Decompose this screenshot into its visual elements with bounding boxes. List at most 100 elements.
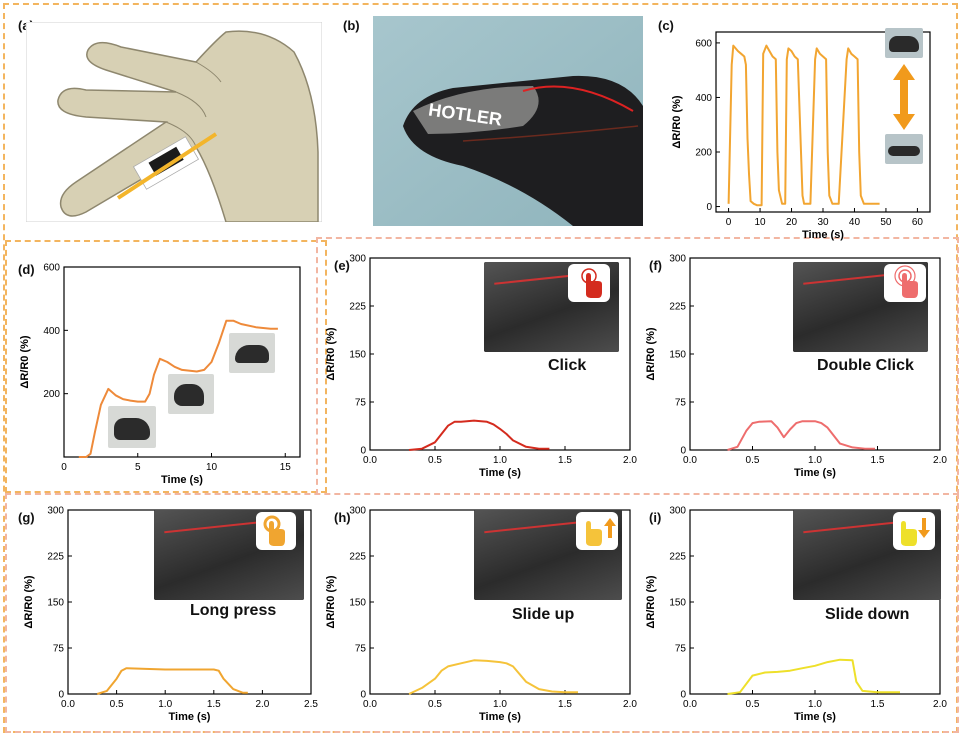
x-tick-label: 30 — [817, 217, 829, 228]
double-arrow-icon — [893, 64, 915, 130]
y-tick-label: 225 — [349, 302, 366, 313]
x-tick-label: 10 — [754, 217, 766, 228]
panel-label-i: (i) — [649, 510, 662, 525]
x-axis-label: Time (s) — [479, 711, 521, 723]
x-tick-label: 1.5 — [558, 699, 572, 710]
y-tick-label: 150 — [349, 598, 366, 609]
y-axis-label: ΔR/R0 (%) — [671, 95, 683, 148]
inset-c-straight-finger — [885, 134, 923, 164]
x-tick-label: 0.5 — [428, 455, 442, 466]
y-tick-label: 150 — [47, 598, 64, 609]
long-press-hand-icon — [256, 512, 296, 550]
gesture-label-e: Click — [548, 357, 587, 374]
y-tick-label: 200 — [695, 148, 712, 159]
x-tick-label: 60 — [912, 217, 924, 228]
gesture-label-i: Slide down — [825, 606, 910, 623]
panel-label-b: (b) — [343, 18, 360, 33]
chart-d: 0 5 10 15 200 400 600 Time (s) ΔR/R0 (%) — [19, 263, 301, 486]
y-tick-label: 0 — [58, 690, 64, 701]
gesture-label-f: Double Click — [817, 357, 914, 374]
hand-illustration — [26, 22, 322, 222]
y-tick-label: 75 — [53, 644, 65, 655]
panel-label-d: (d) — [18, 262, 35, 277]
y-axis-label: ΔR/R0 (%) — [325, 327, 337, 380]
x-tick-label: 15 — [280, 462, 292, 473]
y-tick-label: 225 — [669, 552, 686, 563]
y-tick-label: 300 — [669, 506, 686, 517]
plot-frame — [63, 266, 301, 458]
panel-label-e: (e) — [334, 258, 350, 273]
x-axis-label: Time (s) — [794, 711, 836, 723]
x-axis-label: Time (s) — [479, 467, 521, 479]
data-series-line — [96, 667, 248, 695]
data-series-line — [78, 319, 278, 458]
frame-e-to-i — [316, 237, 959, 495]
x-tick-label: 1.5 — [871, 699, 885, 710]
x-tick-label: 2.5 — [304, 699, 318, 710]
x-tick-label: 0.5 — [110, 699, 124, 710]
chart-f: 0.0 0.5 1.0 1.5 2.0 0 75 150 225 300 Time (s) ΔR/R0… — [645, 254, 947, 480]
data-series-line — [727, 44, 880, 207]
y-tick-label: 150 — [669, 598, 686, 609]
frame-g-h-i — [5, 493, 959, 733]
y-tick-label: 300 — [349, 254, 366, 265]
x-tick-label: 10 — [206, 462, 218, 473]
x-tick-label: 0.5 — [746, 699, 760, 710]
inset-d-3 — [229, 333, 275, 373]
x-tick-label: 1.0 — [808, 455, 822, 466]
y-tick-label: 0 — [360, 446, 366, 457]
x-tick-label: 0.5 — [428, 699, 442, 710]
panel-label-g: (g) — [18, 510, 35, 525]
x-axis-label: Time (s) — [169, 711, 211, 723]
x-tick-label: 1.0 — [493, 455, 507, 466]
y-tick-label: 225 — [349, 552, 366, 563]
panel-label-f: (f) — [649, 258, 662, 273]
gesture-label-g: Long press — [190, 602, 277, 619]
x-tick-label: 0 — [61, 462, 67, 473]
x-tick-label: 1.0 — [493, 699, 507, 710]
x-tick-label: 0.0 — [683, 455, 697, 466]
x-tick-label: 1.5 — [871, 455, 885, 466]
inset-d-2 — [168, 374, 214, 414]
y-tick-label: 0 — [706, 202, 712, 213]
y-tick-label: 75 — [675, 398, 687, 409]
x-axis-label: Time (s) — [161, 474, 203, 486]
x-tick-label: 20 — [786, 217, 798, 228]
gesture-photo-h — [474, 510, 622, 600]
x-tick-label: 1.0 — [158, 699, 172, 710]
y-tick-label: 300 — [47, 506, 64, 517]
x-tick-label: 0.0 — [61, 699, 75, 710]
x-tick-label: 1.0 — [808, 699, 822, 710]
frame-d — [5, 240, 327, 493]
chart-g: 0.0 0.5 1.0 1.5 2.0 2.5 0 75 150 225 300 Time (s) ΔR… — [23, 506, 318, 724]
double-tap-hand-icon — [884, 264, 926, 302]
x-tick-label: 0.5 — [746, 455, 760, 466]
y-tick-label: 200 — [43, 389, 60, 400]
chart-e: 0.0 0.5 1.0 1.5 2.0 0 75 150 225 300 Time (s) ΔR/R0… — [325, 254, 637, 480]
inset-d-1 — [108, 406, 156, 448]
y-axis-label: ΔR/R0 (%) — [325, 575, 337, 628]
x-tick-label: 2.0 — [933, 455, 947, 466]
x-tick-label: 40 — [849, 217, 861, 228]
tap-hand-icon — [568, 264, 610, 302]
data-series-line — [727, 420, 875, 451]
x-tick-label: 2.0 — [255, 699, 269, 710]
x-tick-label: 0 — [726, 217, 732, 228]
y-tick-label: 75 — [355, 644, 367, 655]
y-tick-label: 400 — [43, 326, 60, 337]
panel-label-c: (c) — [658, 18, 674, 33]
y-tick-label: 150 — [349, 350, 366, 361]
y-tick-label: 225 — [669, 302, 686, 313]
y-axis-label: ΔR/R0 (%) — [19, 335, 31, 388]
x-tick-label: 5 — [135, 462, 141, 473]
x-tick-label: 0.0 — [363, 699, 377, 710]
x-tick-label: 0.0 — [363, 455, 377, 466]
panel-label-h: (h) — [334, 510, 351, 525]
gesture-photo-i — [793, 510, 941, 600]
x-tick-label: 2.0 — [623, 455, 637, 466]
y-axis-label: ΔR/R0 (%) — [645, 575, 657, 628]
y-tick-label: 0 — [360, 690, 366, 701]
y-axis-label: ΔR/R0 (%) — [23, 575, 35, 628]
data-series-line — [727, 658, 900, 695]
